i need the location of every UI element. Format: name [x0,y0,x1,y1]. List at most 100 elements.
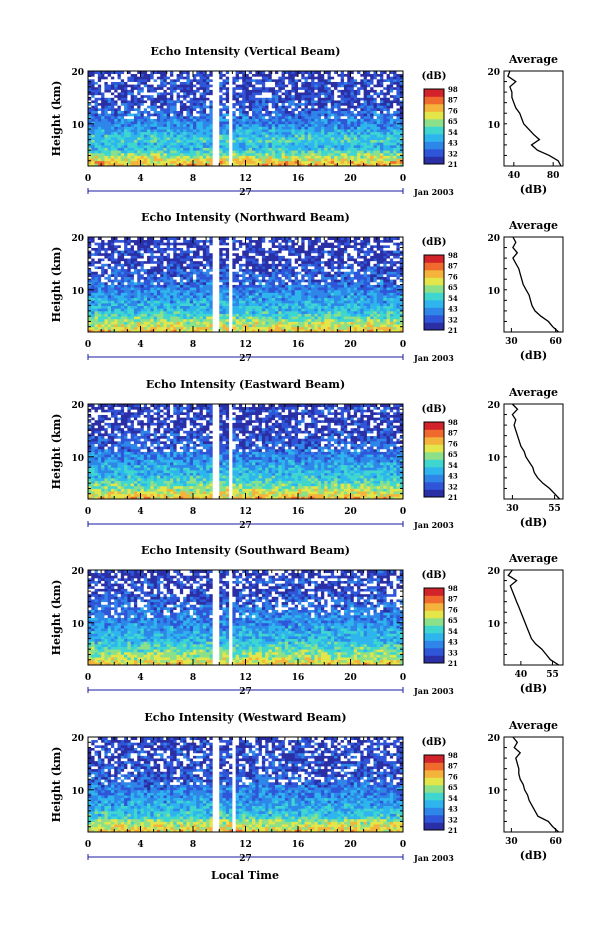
heatmap-cell [357,105,361,109]
heatmap-cell [350,326,355,330]
heatmap-cell [255,121,260,125]
heatmap-cell [117,308,122,312]
heatmap-cell [327,163,332,166]
heatmap-cell [183,313,187,317]
heatmap-cell [350,110,355,114]
heatmap-cell [396,155,401,159]
heatmap-cell [291,144,296,148]
heatmap-cell [150,123,155,127]
heatmap-cell [104,105,109,109]
heatmap-cell [386,163,391,166]
heatmap-cell [311,71,315,75]
heatmap-cell [366,310,371,314]
heatmap-cell [281,115,286,119]
heatmap-cell [143,302,148,307]
heatmap-cell [399,300,403,304]
heatmap-cell [393,89,397,93]
heatmap-cell [88,142,92,146]
heatmap-cell [97,110,102,114]
heatmap-cell [238,84,243,88]
heatmap-cell [376,160,381,164]
heatmap-cell [150,76,155,80]
heatmap-cell [206,326,210,330]
heatmap-cell [189,305,194,309]
heatmap-cell [88,297,92,301]
heatmap-cell [301,136,305,141]
heatmap-cell [248,107,253,111]
heatmap-cell [160,84,164,88]
heatmap-cell [252,100,256,104]
heatmap-cell [183,152,187,156]
heatmap-cell [389,73,394,77]
heatmap-cell [186,115,191,119]
heatmap-cell [124,81,128,85]
heatmap-cell [170,123,174,127]
heatmap-cell [376,318,381,322]
heatmap-cell [334,115,338,119]
heatmap-cell [193,326,197,330]
heatmap-cell [396,316,401,320]
heatmap-cell [334,123,338,127]
heatmap-cell [261,152,266,156]
heatmap-cell [130,147,135,151]
heatmap-cell [370,310,374,314]
heatmap-cell [225,163,230,166]
heatmap-cell [255,305,260,309]
heatmap-cell [366,100,371,104]
heatmap-cell [366,155,371,159]
heatmap-cell [386,300,391,304]
heatmap-cell [133,313,138,317]
heatmap-cell [232,134,237,138]
heatmap-cell [265,160,269,164]
heatmap-cell [130,308,135,312]
heatmap-cell [160,73,164,77]
heatmap-cell [350,163,355,166]
heatmap-cell [304,131,309,135]
heatmap-cell [160,71,164,75]
heatmap-cell [389,316,394,320]
heatmap-cell [222,136,227,141]
heatmap-cell [327,324,332,328]
heatmap-cell [271,115,276,119]
beam-panel-0: Echo Intensity (Vertical Beam)1020Height… [50,45,564,198]
heatmap-cell [124,300,128,304]
heatmap-cell [130,126,135,130]
heatmap-cell [166,131,171,135]
heatmap-cell [209,131,214,135]
heatmap-cell [186,321,191,325]
heatmap-cell [314,131,319,135]
heatmap-cell [373,86,378,90]
heatmap-cell [242,316,246,320]
heatmap-cell [340,142,345,146]
heatmap-cell [176,102,181,106]
heatmap-cell [238,136,243,141]
heatmap-cell [215,71,220,75]
heatmap-cell [202,318,207,322]
heatmap-cell [156,158,161,162]
heatmap-cell [314,297,319,301]
heatmap-cell [101,292,105,296]
heatmap-cell [301,139,305,143]
heatmap-cell [363,302,368,307]
heatmap-cell [245,295,250,299]
heatmap-cell [140,115,145,119]
heatmap-cell [281,310,286,314]
heatmap-cell [357,147,361,151]
heatmap-cell [255,152,260,156]
heatmap-cell [143,78,148,82]
heatmap-cell [393,300,397,304]
heatmap-cell [363,329,368,332]
heatmap-cell [317,160,322,164]
heatmap-cell [120,89,125,93]
heatmap-cell [117,163,122,166]
heatmap-cell [88,326,92,330]
heatmap-cell [324,94,328,98]
heatmap-cell [120,134,125,138]
heatmap-cell [206,305,210,309]
heatmap-cell [363,300,368,304]
heatmap-cell [261,295,266,299]
heatmap-cell [275,97,279,101]
heatmap-cell [235,144,240,148]
heatmap-cell [143,136,148,141]
heatmap-cell [278,123,282,127]
